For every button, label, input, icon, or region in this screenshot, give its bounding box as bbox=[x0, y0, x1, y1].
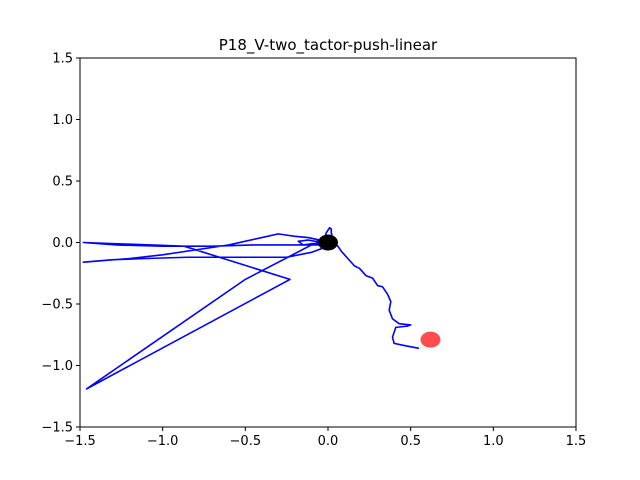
x-tick-label: 1.5 bbox=[566, 434, 587, 449]
marker-layer bbox=[318, 234, 441, 348]
x-tick-label: 1.0 bbox=[483, 434, 504, 449]
target-marker bbox=[420, 331, 441, 348]
y-tick-label: 0.5 bbox=[52, 175, 73, 190]
y-tick-label: −0.5 bbox=[41, 298, 73, 313]
series-layer bbox=[82, 226, 420, 390]
y-tick-label: −1.5 bbox=[41, 421, 73, 436]
y-tick-label: 0.0 bbox=[52, 236, 73, 251]
x-tick-label: −0.5 bbox=[230, 434, 262, 449]
x-axis-ticks: −1.5 −1.0 −0.5 0.0 0.5 1.0 1.5 bbox=[64, 427, 586, 449]
y-axis-ticks: 1.5 1.0 0.5 0.0 −0.5 −1.0 −1.5 bbox=[41, 52, 80, 436]
x-tick-label: 0.5 bbox=[400, 434, 421, 449]
y-tick-label: −1.0 bbox=[41, 359, 73, 374]
x-tick-label: −1.5 bbox=[64, 434, 96, 449]
trajectory-line-0 bbox=[82, 226, 420, 390]
start-marker bbox=[318, 234, 338, 251]
chart-title: P18_V-two_tactor-push-linear bbox=[219, 36, 438, 55]
x-tick-label: 0.0 bbox=[318, 434, 339, 449]
y-tick-label: 1.5 bbox=[52, 52, 73, 67]
x-tick-label: −1.0 bbox=[147, 434, 179, 449]
y-tick-label: 1.0 bbox=[52, 113, 73, 128]
